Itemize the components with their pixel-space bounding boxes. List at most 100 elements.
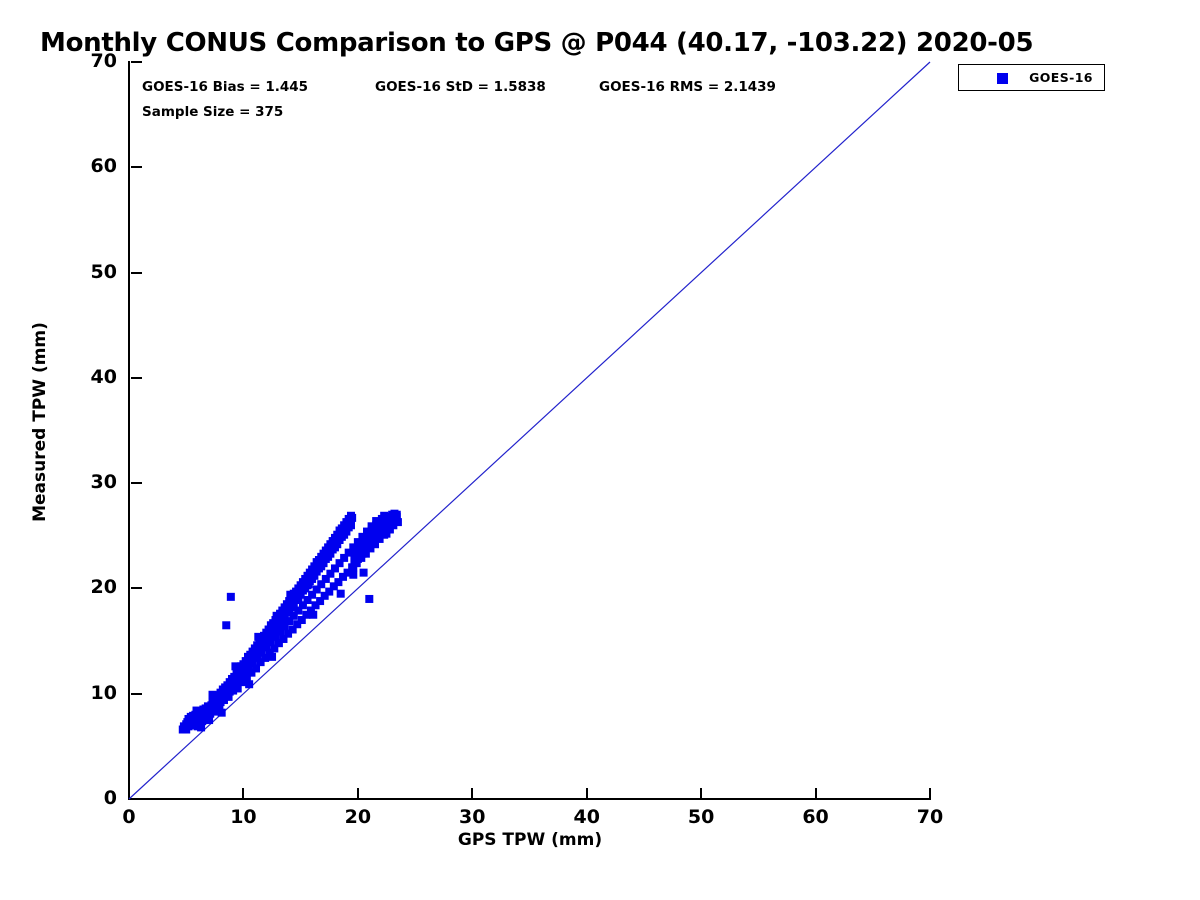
legend: GOES-16 [958,64,1105,91]
scatter-marker [252,664,261,673]
scatter-marker [358,532,367,541]
x-tick-60 [814,788,817,799]
x-tick-20 [356,788,359,799]
scatter-marker [384,525,393,534]
scatter-marker [217,708,226,717]
scatter-marker [268,652,277,661]
y-ticklabel-70: 70 [90,50,117,72]
scatter-marker [348,513,357,522]
scatter-marker [375,534,384,543]
scatter-marker [211,701,220,710]
scatter-marker [366,540,375,549]
scatter-marker [338,572,347,581]
x-axis-label: GPS TPW (mm) [457,830,603,850]
scatter-marker [254,632,263,641]
scatter-marker [280,622,289,631]
scatter-marker [234,674,243,683]
scatter-marker [363,527,372,536]
scatter-marker [270,644,279,653]
scatter-marker [202,711,211,720]
scatter-marker [253,653,262,662]
scatter-marker [185,716,194,725]
scatter-marker [329,582,338,591]
scatter-marker [316,597,325,606]
scatter-points-group [178,509,402,734]
scatter-marker [359,568,368,577]
scatter-marker [284,629,293,638]
y-axis-label: Measured TPW (mm) [30,322,50,522]
scatter-marker [285,617,294,626]
scatter-marker [208,690,217,699]
scatter-marker [273,622,282,631]
scatter-marker [216,696,225,705]
scatter-marker [336,589,345,598]
scatter-marker [225,685,234,694]
x-tick-70 [929,788,931,799]
y-ticklabel-60: 60 [90,155,117,178]
scatter-marker [306,606,315,615]
scatter-marker [340,553,349,562]
scatter-marker [303,596,312,605]
y-tick-20 [131,587,142,590]
x-tick-10 [242,788,245,799]
scatter-marker [242,673,251,682]
x-ticklabel-0: 0 [122,806,136,828]
scatter-marker [392,512,401,521]
y-tick-70 [131,61,142,63]
one-to-one-line [128,61,931,800]
y-ticklabel-20: 20 [90,576,117,599]
annotation-rms: GOES-16 RMS = 2.1439 [599,79,776,95]
scatter-marker [366,544,375,553]
scatter-marker [312,585,321,594]
scatter-marker [371,540,380,549]
scatter-marker [230,680,239,689]
scatter-marker [261,653,270,662]
scatter-marker [248,659,257,668]
scatter-marker [192,706,201,715]
scatter-marker [271,632,280,641]
x-ticklabel-30: 30 [459,806,486,828]
x-tick-0 [128,788,130,799]
page-title: Monthly CONUS Comparison to GPS @ P044 (… [40,28,1034,58]
legend-label-goes16: GOES-16 [1029,70,1093,85]
y-ticklabel-50: 50 [90,260,117,283]
scatter-marker [309,610,318,619]
scatter-marker [274,639,283,648]
scatter-marker [311,601,320,610]
annotation-std: GOES-16 StD = 1.5838 [375,79,546,95]
x-tick-30 [471,788,474,799]
x-tick-40 [585,788,588,799]
scatter-marker [294,606,303,615]
scatter-marker [330,564,339,573]
scatter-marker [183,721,192,730]
scatter-marker [247,668,256,677]
scatter-marker [287,603,296,612]
scatter-marker [297,616,306,625]
scatter-marker [276,627,285,636]
x-axis-spine [129,798,931,800]
scatter-marker [352,559,361,568]
scatter-marker [353,538,362,547]
scatter-marker [361,549,370,558]
scatter-marker [198,717,207,726]
scatter-marker [321,574,330,583]
scatter-marker [280,612,289,621]
scatter-marker [304,580,313,589]
scatter-marker [320,591,329,600]
y-tick-40 [131,376,142,379]
x-tick-50 [700,788,703,799]
scatter-marker [245,680,254,689]
scatter-marker [205,716,214,725]
scatter-marker [319,559,328,568]
scatter-marker [349,570,358,579]
y-tick-0 [131,798,142,800]
annotation-bias: GOES-16 Bias = 1.445 [142,79,309,95]
x-ticklabel-70: 70 [916,806,944,828]
x-ticklabel-10: 10 [230,806,257,828]
scatter-marker [310,571,319,580]
scatter-marker [346,521,355,530]
scatter-marker [326,569,335,578]
scatter-marker [207,706,216,715]
scatter-marker [302,610,311,619]
scatter-marker [266,638,275,647]
